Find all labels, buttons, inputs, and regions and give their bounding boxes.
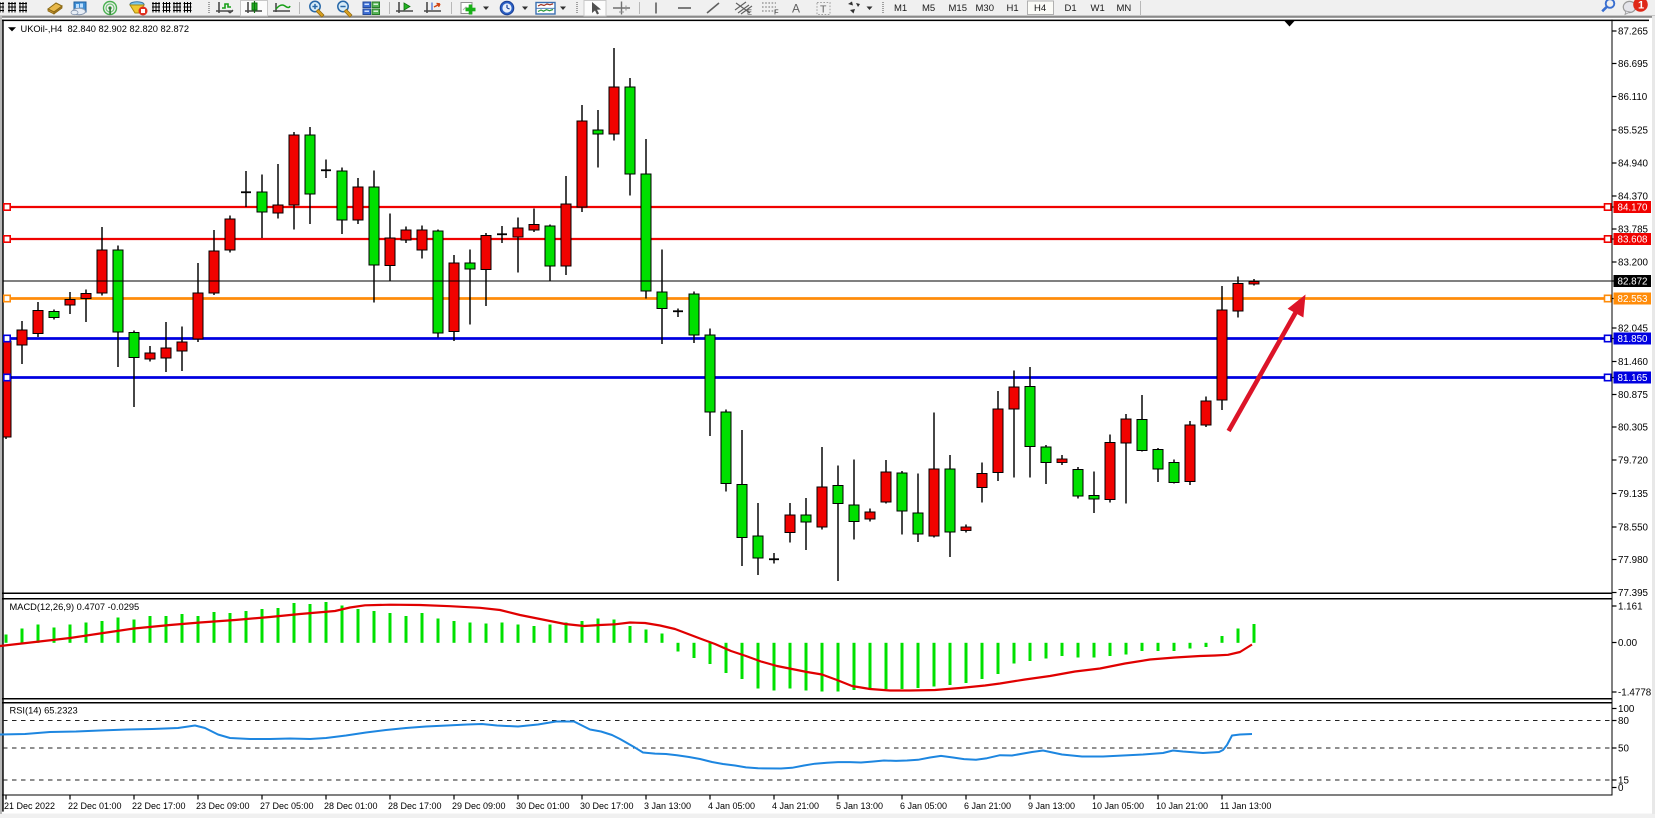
svg-text:T: T — [820, 4, 827, 16]
svg-text:4 Jan 05:00: 4 Jan 05:00 — [708, 801, 755, 811]
svg-text:UKOil-,H4 82.840 82.902 82.82: UKOil-,H4 82.840 82.902 82.820 82.872 — [21, 24, 190, 34]
svg-text:W1: W1 — [1091, 3, 1105, 14]
svg-text:D1: D1 — [1065, 3, 1077, 14]
svg-text:3 Jan 13:00: 3 Jan 13:00 — [644, 801, 691, 811]
svg-text:80: 80 — [1618, 716, 1629, 727]
svg-text:0: 0 — [1618, 783, 1624, 794]
svg-text:6 Jan 05:00: 6 Jan 05:00 — [900, 801, 947, 811]
svg-text:86.695: 86.695 — [1618, 59, 1649, 70]
svg-text:30 Dec 01:00: 30 Dec 01:00 — [516, 801, 570, 811]
svg-text:M15: M15 — [949, 3, 967, 14]
svg-text:21 Dec 2022: 21 Dec 2022 — [4, 801, 55, 811]
svg-text:84.940: 84.940 — [1618, 158, 1649, 169]
svg-text:82.553: 82.553 — [1618, 294, 1649, 305]
svg-text:H1: H1 — [1007, 3, 1019, 14]
svg-text:5 Jan 13:00: 5 Jan 13:00 — [836, 801, 883, 811]
svg-text:83.608: 83.608 — [1618, 234, 1649, 245]
svg-text:82.045: 82.045 — [1618, 323, 1649, 334]
svg-text:85.525: 85.525 — [1618, 125, 1649, 136]
svg-text:1: 1 — [1638, 0, 1644, 12]
svg-text:1.161: 1.161 — [1618, 601, 1643, 612]
svg-text:84.370: 84.370 — [1618, 191, 1649, 202]
svg-text:78.550: 78.550 — [1618, 522, 1649, 533]
svg-text:86.110: 86.110 — [1618, 92, 1648, 103]
svg-text:M30: M30 — [976, 3, 994, 14]
svg-text:30 Dec 17:00: 30 Dec 17:00 — [580, 801, 634, 811]
svg-text:-1.4778: -1.4778 — [1618, 687, 1652, 698]
svg-text:29 Dec 09:00: 29 Dec 09:00 — [452, 801, 506, 811]
svg-text:22 Dec 01:00: 22 Dec 01:00 — [68, 801, 122, 811]
svg-text:10 Jan 05:00: 10 Jan 05:00 — [1092, 801, 1144, 811]
svg-text:4 Jan 21:00: 4 Jan 21:00 — [772, 801, 819, 811]
svg-text:RSI(14) 65.2323: RSI(14) 65.2323 — [10, 706, 78, 716]
svg-text:9 Jan 13:00: 9 Jan 13:00 — [1028, 801, 1075, 811]
svg-text:83.785: 83.785 — [1618, 224, 1649, 235]
svg-text:87.265: 87.265 — [1618, 26, 1649, 37]
svg-text:84.170: 84.170 — [1618, 202, 1649, 213]
svg-text:79.135: 79.135 — [1618, 489, 1649, 500]
svg-text:15: 15 — [1618, 775, 1629, 786]
svg-text:100: 100 — [1618, 704, 1635, 715]
svg-text:28 Dec 17:00: 28 Dec 17:00 — [388, 801, 442, 811]
svg-text:10 Jan 21:00: 10 Jan 21:00 — [1156, 801, 1208, 811]
svg-text:MACD(12,26,9) 0.4707 -0.0295: MACD(12,26,9) 0.4707 -0.0295 — [10, 602, 140, 612]
svg-text:F: F — [774, 8, 779, 17]
svg-text:77.395: 77.395 — [1618, 588, 1649, 599]
svg-text:81.165: 81.165 — [1618, 373, 1649, 384]
svg-text:6 Jan 21:00: 6 Jan 21:00 — [964, 801, 1011, 811]
svg-text:0.00: 0.00 — [1618, 638, 1638, 649]
svg-text:MN: MN — [1117, 3, 1132, 14]
svg-text:M1: M1 — [894, 3, 907, 14]
svg-text:23 Dec 09:00: 23 Dec 09:00 — [196, 801, 250, 811]
svg-text:80.875: 80.875 — [1618, 390, 1649, 401]
svg-text:83.200: 83.200 — [1618, 257, 1649, 268]
svg-text:E: E — [747, 8, 752, 17]
svg-text:81.850: 81.850 — [1618, 334, 1649, 345]
svg-text:82.872: 82.872 — [1618, 276, 1648, 287]
svg-text:50: 50 — [1618, 743, 1629, 754]
svg-text:77.980: 77.980 — [1618, 555, 1649, 566]
svg-text:80.305: 80.305 — [1618, 422, 1649, 433]
svg-text:M5: M5 — [922, 3, 935, 14]
svg-text:11 Jan 13:00: 11 Jan 13:00 — [1220, 801, 1271, 811]
svg-text:H4: H4 — [1034, 3, 1046, 14]
svg-text:A: A — [792, 2, 800, 16]
svg-text:81.460: 81.460 — [1618, 357, 1649, 368]
svg-text:28 Dec 01:00: 28 Dec 01:00 — [324, 801, 378, 811]
svg-text:22 Dec 17:00: 22 Dec 17:00 — [132, 801, 186, 811]
svg-text:27 Dec 05:00: 27 Dec 05:00 — [260, 801, 314, 811]
svg-text:79.720: 79.720 — [1618, 455, 1649, 466]
